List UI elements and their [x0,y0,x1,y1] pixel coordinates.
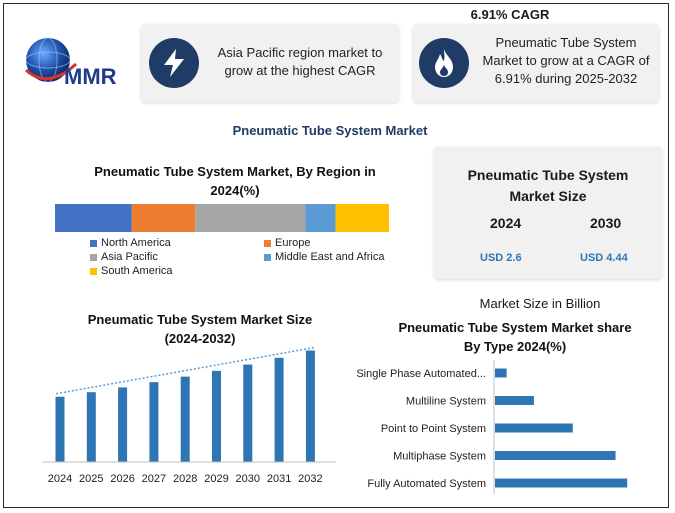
legend-item-south-america: South America [90,265,173,277]
highlight-card-region: Asia Pacific region market to grow at th… [141,24,399,102]
growth-chart-title-line2: (2024-2032) [164,331,236,346]
growth-tick-2028: 2028 [173,473,197,485]
cagr-label: 6.91% CAGR [470,7,550,22]
legend-label: South America [101,265,173,277]
growth-bar-2030 [243,364,253,462]
market-size-year-2024: 2024 [490,215,522,231]
growth-tick-2025: 2025 [79,473,103,485]
highlight-card-cagr: Pneumatic Tube System Market to grow at … [413,24,659,102]
highlight-cagr-line1: Pneumatic Tube System [495,35,637,50]
type-bar-point-to-point-system [495,423,573,433]
logo-text: MMR [64,64,117,89]
market-size-card: Pneumatic Tube System Market Size 2024 2… [434,147,662,279]
type-chart-title-line2: By Type 2024(%) [463,339,567,354]
legend-label: Middle East and Africa [275,251,385,263]
highlight-region-line2: grow at the highest CAGR [224,63,376,78]
legend-item-north-america: North America [90,237,171,249]
type-bar-multiline-system [495,396,534,405]
market-size-value-2024: USD 2.6 [480,252,522,264]
type-bar-single-phase-automated [495,368,507,378]
growth-bar-2025 [86,392,96,462]
region-segment-north-america [55,204,132,232]
legend-swatch [90,239,97,247]
region-segment-south-america [335,204,389,232]
market-size-value-2030: USD 4.44 [580,252,628,264]
growth-bar-2029 [212,370,221,462]
type-label-fully-automated-system: Fully Automated System [367,478,486,490]
region-segment-asia-pacific [195,204,306,232]
growth-bar-2032 [305,350,315,462]
legend-item-europe: Europe [264,237,310,249]
legend-swatch [90,267,97,275]
growth-bar-2031 [274,357,284,462]
market-size-year-2030: 2030 [590,215,622,231]
type-chart-title: Pneumatic Tube System Market share By Ty… [380,318,650,356]
flame-icon [419,38,469,88]
growth-chart-title-line1: Pneumatic Tube System Market Size [87,312,313,327]
growth-bar-2024 [55,396,65,462]
legend-label: Asia Pacific [101,251,158,263]
market-size-title-line2: Market Size [509,188,587,204]
globe-icon [26,38,70,82]
infographic-frame [3,3,669,508]
legend-swatch [90,253,97,261]
market-size-title-line1: Pneumatic Tube System [467,167,629,183]
highlight-cagr-line2: Market to grow at a CAGR of [482,53,650,68]
main-title: Pneumatic Tube System Market [232,123,428,138]
growth-bar-2027 [149,382,159,462]
region-segment-europe [131,204,196,232]
growth-tick-2027: 2027 [142,473,166,485]
legend-item-asia-pacific: Asia Pacific [90,251,158,263]
highlight-cagr-line3: 6.91% during 2025-2032 [494,71,638,86]
growth-tick-2029: 2029 [204,473,228,485]
type-bar-fully-automated-system [495,478,628,488]
type-label-single-phase-automated: Single Phase Automated... [356,368,486,380]
mmr-logo: MMR [24,37,117,89]
region-segment-middle-east-and-africa [305,204,336,232]
unit-label: Market Size in Billion [479,296,601,311]
type-chart-title-line1: Pneumatic Tube System Market share [398,320,632,335]
region-chart-title: Pneumatic Tube System Market, By Region … [55,162,415,200]
growth-tick-2024: 2024 [48,473,72,485]
highlight-region-line1: Asia Pacific region market to [217,45,383,60]
type-label-multiphase-system: Multiphase System [393,451,486,463]
legend-label: Europe [275,237,311,249]
legend-swatch [264,253,271,261]
region-stacked-bar [55,204,389,232]
growth-tick-2030: 2030 [236,473,260,485]
legend-label: North America [101,237,171,249]
growth-chart-title: Pneumatic Tube System Market Size (2024-… [55,310,345,348]
region-chart-title-line1: Pneumatic Tube System Market, By Region … [94,164,376,179]
growth-tick-2031: 2031 [267,473,291,485]
growth-tick-2026: 2026 [110,473,134,485]
type-bar-chart: Single Phase Automated... Multiline Syste… [356,360,628,494]
type-label-point-to-point-system: Point to Point System [381,423,486,435]
growth-bar-2028 [180,376,190,462]
growth-tick-2032: 2032 [298,473,322,485]
legend-swatch [264,239,271,247]
growth-bar-chart: 2024 2025 2026 2027 2028 2029 2030 2031 2032 [42,346,336,485]
region-chart-title-line2: 2024(%) [210,183,260,198]
legend-item-middle-east-and-africa: Middle East and Africa [264,251,384,263]
lightning-icon [149,38,199,88]
type-bar-multiphase-system [495,451,616,460]
type-label-multiline-system: Multiline System [406,396,486,408]
growth-bar-2026 [118,387,128,462]
